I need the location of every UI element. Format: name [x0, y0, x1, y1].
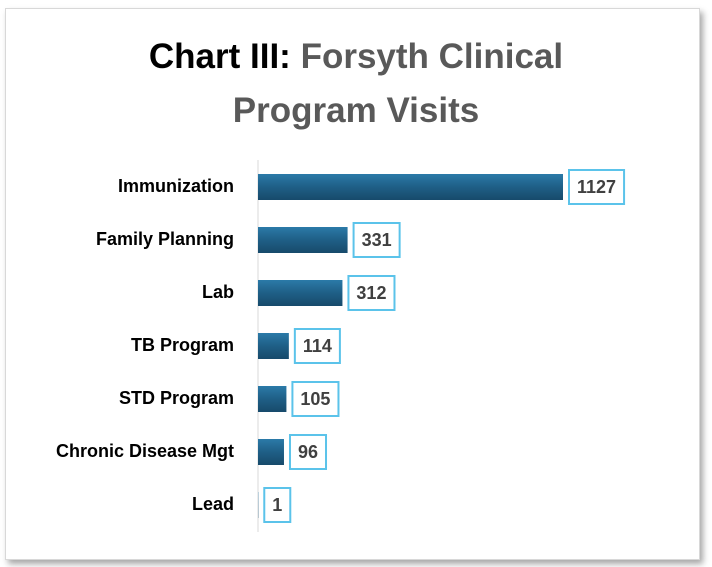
- value-label: 1: [272, 495, 282, 515]
- value-label-box: [288, 434, 328, 470]
- category-label: TB Program: [131, 335, 234, 355]
- bar: [258, 227, 348, 253]
- title-text: Forsyth Clinical Program Visits: [232, 37, 564, 130]
- category-label: Lab: [202, 282, 234, 302]
- bar: [258, 280, 343, 306]
- bar: [258, 333, 289, 359]
- title-prefix: Chart III:: [148, 37, 291, 76]
- value-label-box: [568, 169, 626, 205]
- value-label: 312: [356, 283, 386, 303]
- category-label: Chronic Disease Mgt: [56, 441, 234, 461]
- bar: [258, 386, 287, 412]
- value-label-box: [293, 328, 341, 364]
- value-label: 105: [300, 389, 330, 409]
- value-label-box: [352, 222, 401, 258]
- category-label: Lead: [192, 494, 234, 514]
- value-label: 331: [362, 230, 392, 250]
- category-label: Immunization: [118, 176, 234, 196]
- value-label-box: [291, 381, 340, 417]
- bar: [258, 439, 284, 465]
- category-label: Family Planning: [96, 229, 234, 249]
- value-label: 96: [298, 442, 318, 462]
- chart-title: Chart III: Forsyth Clinical Program Visi…: [96, 30, 616, 138]
- value-label: 114: [303, 336, 332, 356]
- value-label-box: [263, 487, 292, 523]
- bar: [258, 174, 563, 200]
- value-label-box: [347, 275, 396, 311]
- value-label: 1127: [577, 177, 616, 197]
- category-label: STD Program: [119, 388, 234, 408]
